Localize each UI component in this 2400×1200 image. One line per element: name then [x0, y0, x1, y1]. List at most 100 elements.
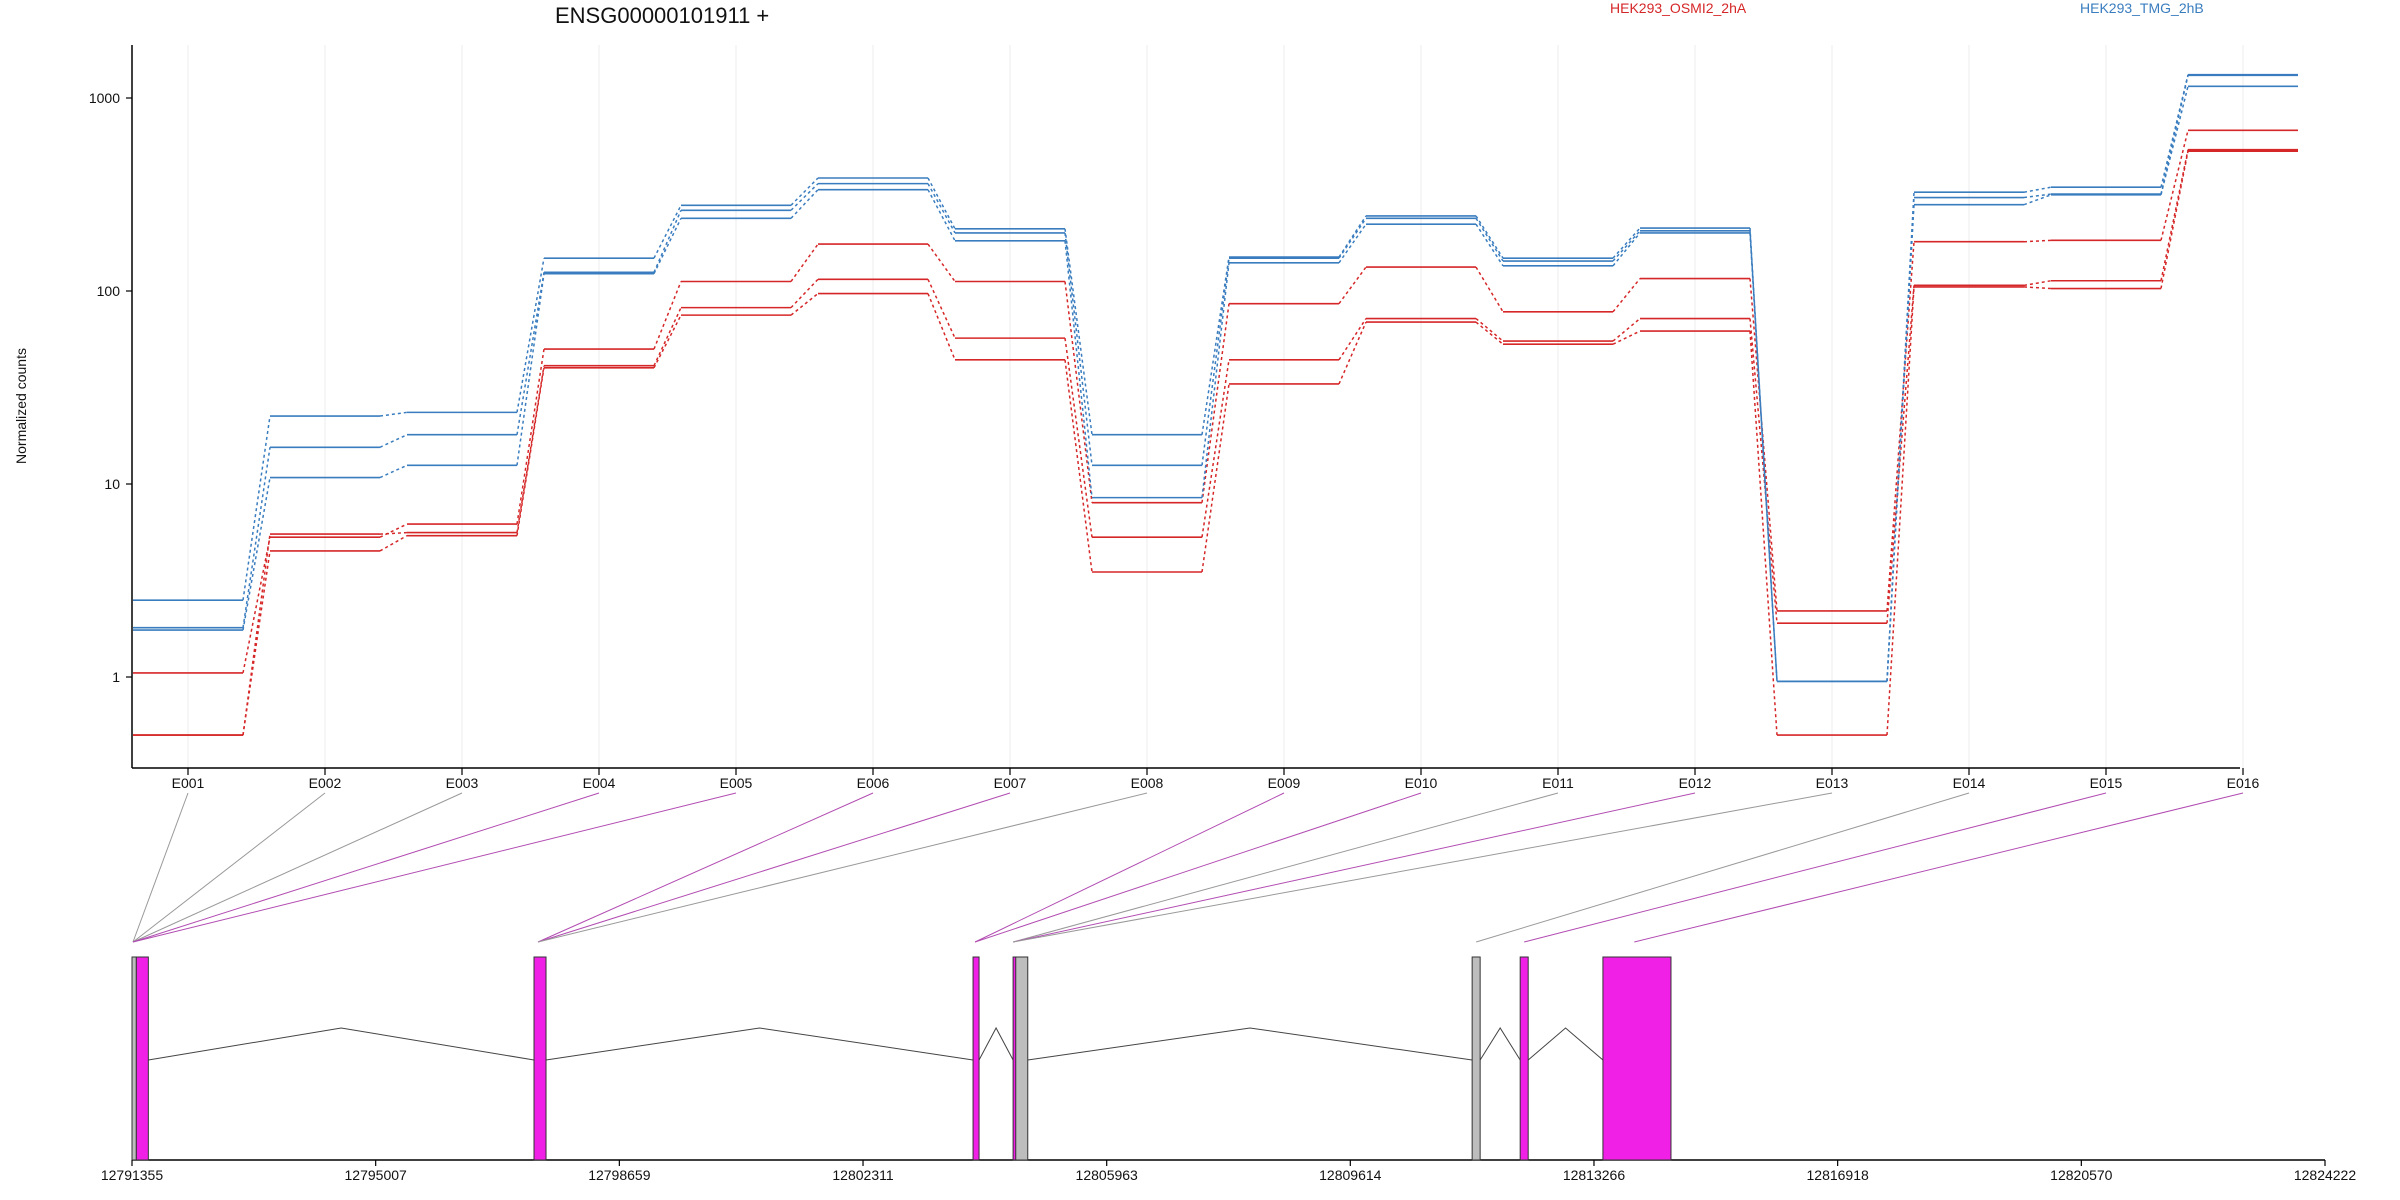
x-tick-label-e006: E006: [857, 775, 890, 791]
exon-link-e009: [974, 792, 1285, 943]
series-1-connector-6: [927, 243, 956, 282]
series-6-connector-5: [790, 189, 819, 219]
intron-3: [545, 1027, 974, 1061]
exon-link-e013: [1012, 792, 1833, 943]
series-5-connector-8: [1201, 258, 1230, 466]
series-1: [133, 129, 2298, 674]
series-6-connector-7: [1064, 240, 1093, 498]
series-5-connector-15: [2160, 75, 2189, 195]
series-3-connector-9: [1338, 321, 1367, 385]
exon-link-e014: [1475, 792, 1970, 943]
series-1-connector-13: [1886, 241, 1915, 611]
x-tick-label-e008: E008: [1131, 775, 1164, 791]
chart-title: ENSG00000101911 +: [555, 3, 769, 28]
y-tick-label-10: 10: [104, 476, 120, 492]
series-2-connector-3: [516, 365, 545, 533]
series-6-connector-11: [1612, 232, 1641, 267]
series-4-connector-10: [1475, 215, 1504, 259]
exon-block-4: [972, 956, 980, 1161]
series-1-connector-2: [379, 523, 408, 538]
exon-link-e003: [132, 792, 463, 943]
exon-link-e012: [1012, 792, 1696, 943]
series-3-connector-13: [1886, 286, 1915, 736]
series-1-connector-4: [653, 281, 682, 350]
series-2-connector-1: [242, 534, 271, 736]
exon-block-8: [1519, 956, 1529, 1161]
exon-link-e004: [132, 792, 600, 943]
series-3: [133, 150, 2298, 736]
coord-tick-label-10: 12824222: [2294, 1167, 2357, 1183]
series-5-connector-6: [927, 183, 956, 234]
series-5-connector-3: [516, 272, 545, 435]
x-tick-label-e009: E009: [1268, 775, 1301, 791]
x-tick-label-e004: E004: [583, 775, 616, 791]
coord-tick-label-6: 12809614: [1319, 1167, 1382, 1183]
exon-link-e007: [537, 792, 1011, 943]
series-3-connector-3: [516, 367, 545, 536]
series-2-connector-9: [1338, 318, 1367, 361]
series-3-connector-11: [1612, 330, 1641, 345]
exon-link-e015: [1524, 792, 2107, 943]
intron-4: [978, 1026, 1014, 1061]
exon-link-e010: [974, 792, 1422, 943]
x-tick-label-e015: E015: [2090, 775, 2123, 791]
y-tick-label-100: 100: [97, 283, 121, 299]
series-3-connector-14: [2023, 286, 2052, 290]
exon-block-9: [1602, 956, 1672, 1161]
series-3-connector-2: [379, 534, 408, 552]
series-2-connector-4: [653, 307, 682, 367]
x-tick-label-e016: E016: [2227, 775, 2260, 791]
series-4-connector-6: [927, 177, 956, 230]
exon-link-e016: [1634, 792, 2244, 943]
legend-entry-tmg: HEK293_TMG_2hB: [2080, 0, 2204, 16]
series-1-connector-11: [1612, 278, 1641, 313]
series-3-connector-8: [1201, 383, 1230, 573]
series-6: [133, 85, 2298, 683]
y-axis-label: Normalized counts: [13, 348, 29, 464]
series-lines: [133, 73, 2298, 736]
series-4-connector-3: [516, 258, 545, 413]
series-6-connector-13: [1886, 204, 1915, 682]
series-4-connector-8: [1201, 256, 1230, 435]
x-tick-label-e007: E007: [994, 775, 1027, 791]
series-1-connector-5: [790, 243, 819, 282]
x-tick-label-e003: E003: [446, 775, 479, 791]
x-tick-label-e005: E005: [720, 775, 753, 791]
series-5-connector-5: [790, 183, 819, 211]
y-tick-label-1000: 1000: [89, 90, 120, 106]
series-3-connector-5: [790, 292, 819, 316]
legend-entry-osmi2: HEK293_OSMI2_2hA: [1610, 0, 1747, 16]
y-tick-label-1: 1: [112, 669, 120, 685]
series-2-connector-6: [927, 278, 956, 339]
exon-link-e002: [132, 792, 326, 943]
series-6-connector-8: [1201, 262, 1230, 498]
x-tick-label-e001: E001: [172, 775, 205, 791]
series-4-connector-1: [242, 415, 271, 601]
exon-link-e006: [537, 792, 874, 943]
intron-6: [1027, 1027, 1473, 1061]
series-2: [133, 148, 2298, 736]
grid-lines: [187, 45, 2244, 768]
exon-link-e011: [1012, 792, 1559, 943]
series-6-connector-10: [1475, 223, 1504, 267]
exon-link-e001: [132, 792, 189, 943]
series-4-connector-11: [1612, 227, 1641, 259]
coord-tick-label-5: 12805963: [1076, 1167, 1139, 1183]
coord-tick-label-9: 12820570: [2050, 1167, 2113, 1183]
series-5-connector-14: [2023, 193, 2052, 199]
series-5-connector-2: [379, 434, 408, 448]
exon-block-2: [135, 956, 149, 1161]
series-6-connector-12: [1749, 232, 1778, 682]
series-4-connector-4: [653, 204, 682, 259]
series-3-connector-1: [242, 550, 271, 736]
intron-8: [1527, 1027, 1604, 1061]
series-2-connector-12: [1749, 318, 1778, 624]
series-2-connector-10: [1475, 317, 1504, 342]
coord-tick-label-3: 12798659: [588, 1167, 651, 1183]
series-1-connector-7: [1064, 281, 1093, 503]
series-2-connector-2: [379, 531, 408, 535]
exon-link-e008: [537, 792, 1148, 943]
series-4-connector-7: [1064, 228, 1093, 435]
series-6-connector-14: [2023, 194, 2052, 206]
